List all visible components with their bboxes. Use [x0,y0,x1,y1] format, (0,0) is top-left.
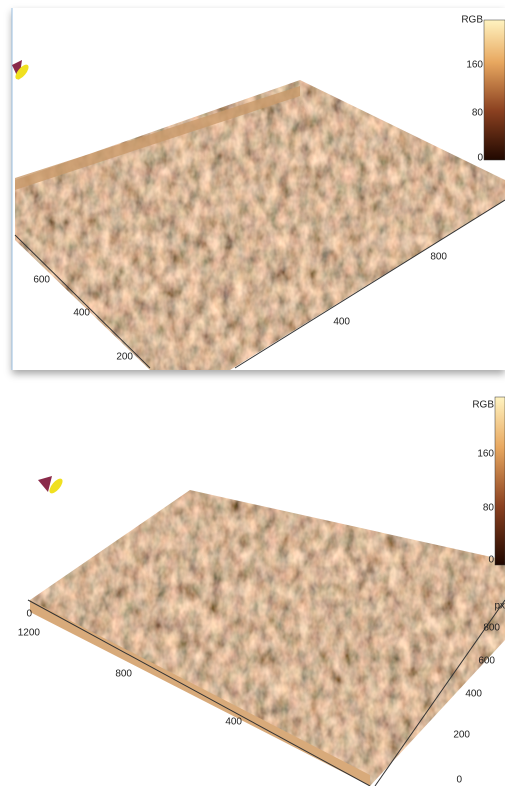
label: 160 [477,449,494,460]
colorbar [484,20,505,160]
label: 400 [73,308,90,319]
label: 400 [225,717,242,728]
label: 160 [466,60,483,71]
label: 0 [26,609,32,620]
label: 800 [430,252,447,263]
label: 600 [33,275,50,286]
page: RGB160800600400200800400RGB1608000120080… [0,0,505,786]
colorbar [495,397,505,565]
label: 600 [478,656,495,667]
label: 1200 [18,628,41,639]
label: 0 [477,153,483,164]
label: 0 [488,555,494,566]
label: 800 [483,623,500,634]
label: RGB [461,15,483,26]
label: 80 [472,108,484,119]
label: 0 [456,775,462,786]
label: 200 [453,730,470,741]
label: 400 [333,317,350,328]
label: 800 [115,669,132,680]
label: px [494,601,505,612]
label: 400 [465,689,482,700]
label: 200 [116,352,133,363]
label: 80 [483,503,495,514]
label: RGB [472,400,494,411]
screenshot: RGB160800600400200800400RGB1608000120080… [0,0,505,786]
